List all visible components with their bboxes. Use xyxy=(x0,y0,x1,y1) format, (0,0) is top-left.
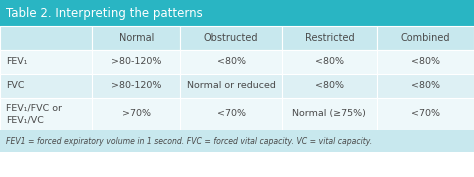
Text: <80%: <80% xyxy=(315,58,344,67)
Bar xyxy=(0,130,474,152)
Bar xyxy=(180,74,282,98)
Text: <80%: <80% xyxy=(217,58,246,67)
Text: Combined: Combined xyxy=(401,33,450,43)
Text: <70%: <70% xyxy=(217,110,246,118)
Text: Normal or reduced: Normal or reduced xyxy=(187,81,275,90)
Text: FEV1 = forced expiratory volume in 1 second. FVC = forced vital capacity. VC = v: FEV1 = forced expiratory volume in 1 sec… xyxy=(6,136,372,145)
Bar xyxy=(282,26,377,50)
Text: Table 2. Interpreting the patterns: Table 2. Interpreting the patterns xyxy=(6,7,202,19)
Bar xyxy=(92,74,180,98)
Bar xyxy=(180,26,282,50)
Text: >80-120%: >80-120% xyxy=(111,81,162,90)
Text: Normal (≥75%): Normal (≥75%) xyxy=(292,110,366,118)
Bar xyxy=(282,98,377,130)
Bar xyxy=(92,98,180,130)
Text: >80-120%: >80-120% xyxy=(111,58,162,67)
Bar xyxy=(377,50,474,74)
Bar xyxy=(92,50,180,74)
Bar xyxy=(0,98,92,130)
Bar xyxy=(0,0,474,26)
Bar xyxy=(282,74,377,98)
Text: <80%: <80% xyxy=(315,81,344,90)
Bar xyxy=(0,50,92,74)
Text: <70%: <70% xyxy=(411,110,440,118)
Bar xyxy=(0,74,92,98)
Bar xyxy=(377,26,474,50)
Bar xyxy=(0,26,92,50)
Text: FEV₁: FEV₁ xyxy=(6,58,27,67)
Text: FEV₁/FVC or
FEV₁/VC: FEV₁/FVC or FEV₁/VC xyxy=(6,104,62,124)
Text: FVC: FVC xyxy=(6,81,24,90)
Text: <80%: <80% xyxy=(411,81,440,90)
Text: >70%: >70% xyxy=(122,110,151,118)
Text: <80%: <80% xyxy=(411,58,440,67)
Bar xyxy=(282,50,377,74)
Bar xyxy=(377,74,474,98)
Bar xyxy=(377,98,474,130)
Bar xyxy=(0,152,474,177)
Bar xyxy=(180,98,282,130)
Text: Restricted: Restricted xyxy=(305,33,354,43)
Text: Obstructed: Obstructed xyxy=(204,33,258,43)
Bar xyxy=(92,26,180,50)
Text: Normal: Normal xyxy=(118,33,154,43)
Bar xyxy=(180,50,282,74)
